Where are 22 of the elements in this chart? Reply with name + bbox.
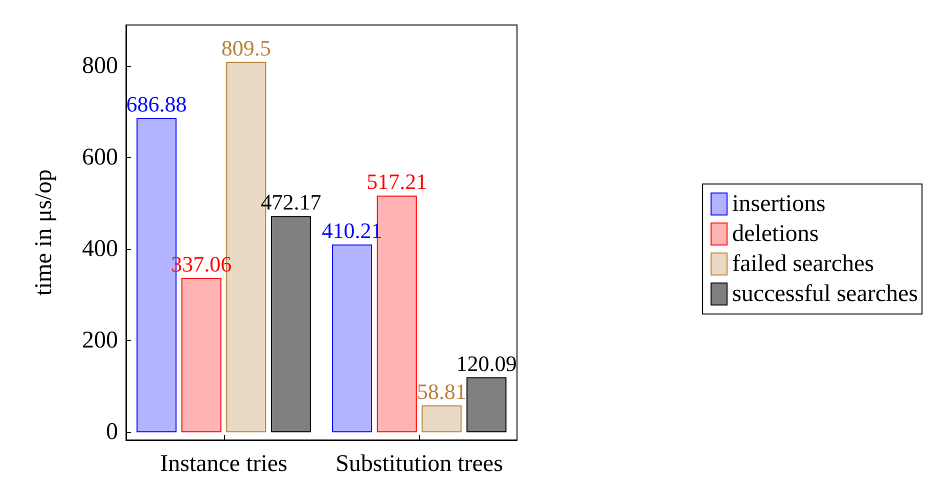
bar <box>270 216 311 432</box>
legend-label: deletions <box>732 221 819 247</box>
legend-label: successful searches <box>732 281 918 307</box>
data-label: 809.5 <box>221 35 271 60</box>
y-tick-label: 800 <box>82 53 118 80</box>
data-label: 58.81 <box>416 378 466 404</box>
x-tick-label: Substitution trees <box>336 451 503 477</box>
x-tick-label: Instance tries <box>160 451 288 477</box>
y-tick-label: 600 <box>82 144 118 171</box>
data-label: 517.21 <box>366 169 428 194</box>
y-tick-label: 400 <box>82 236 118 262</box>
data-label: 686.88 <box>126 91 187 116</box>
legend-label: insertions <box>732 191 826 217</box>
y-tick-label: 200 <box>82 328 118 354</box>
bar <box>332 244 372 432</box>
data-label: 120.09 <box>456 350 517 376</box>
y-tick-label: 0 <box>106 419 118 446</box>
legend-label: failed searches <box>732 251 874 277</box>
bar <box>422 405 462 432</box>
bar <box>466 377 506 432</box>
bar <box>181 278 222 432</box>
y-axis-title: time in μs/op <box>31 169 57 296</box>
